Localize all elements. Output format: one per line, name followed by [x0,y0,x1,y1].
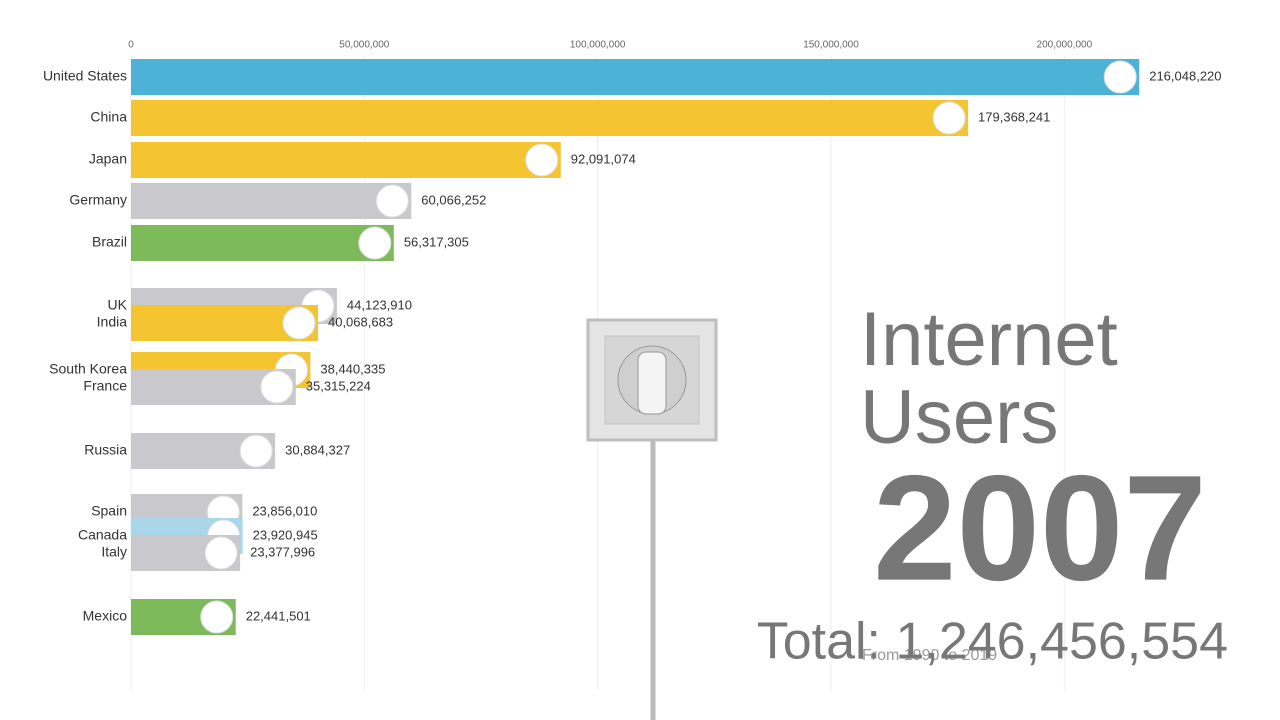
category-label: France [83,378,127,394]
bar [131,225,394,261]
category-label: Brazil [92,234,127,250]
value-label: 23,377,996 [250,544,315,559]
flag [525,143,559,177]
flag [260,370,294,404]
value-label: 30,884,327 [285,442,350,457]
x-tick-label: 200,000,000 [1037,40,1093,51]
flag [358,226,392,260]
category-label: Japan [89,151,127,167]
value-label: 44,123,910 [347,297,412,312]
category-label: Canada [78,527,127,543]
value-label: 216,048,220 [1149,68,1221,83]
category-label: China [90,109,127,125]
category-label: Mexico [83,608,128,624]
total: Total: 1,246,456,554 [757,613,1228,671]
bar [131,183,412,219]
year: 2007 [873,444,1207,612]
plug [586,318,718,720]
category-label: Italy [101,544,127,560]
value-label: 38,440,335 [320,361,385,376]
value-label: 23,856,010 [252,503,317,518]
category-label: Germany [69,192,127,208]
category-label: South Korea [49,361,127,377]
bar [131,59,1140,95]
category-label: Spain [91,503,127,519]
bars: United States 216,048,220 China 179,368,241… [43,59,1222,635]
x-tick-label: 150,000,000 [803,40,859,51]
value-label: 40,068,683 [328,314,393,329]
flag [200,600,234,634]
value-label: 56,317,305 [404,234,469,249]
category-label: United States [43,68,127,84]
x-tick-label: 50,000,000 [339,40,389,51]
value-label: 92,091,074 [571,151,636,166]
value-label: 179,368,241 [978,109,1050,124]
value-label: 60,066,252 [421,192,486,207]
category-label: India [97,314,128,330]
subtitle: From 1990 to 2019 [862,647,997,664]
bar [131,100,969,136]
x-tick-label: 0 [128,40,134,51]
value-label: 22,441,501 [246,608,311,623]
plug-head [637,351,667,415]
value-label: 23,920,945 [253,527,318,542]
value-label: 35,315,224 [306,378,371,393]
flag [282,306,316,340]
flag [239,434,273,468]
flag [204,536,238,570]
flag [1103,60,1137,94]
bar [131,142,561,178]
flag [932,101,966,135]
x-tick-label: 100,000,000 [570,40,626,51]
category-label: UK [108,297,128,313]
flag [375,184,409,218]
title: Internet Users [860,297,1118,460]
category-label: Russia [84,442,127,458]
